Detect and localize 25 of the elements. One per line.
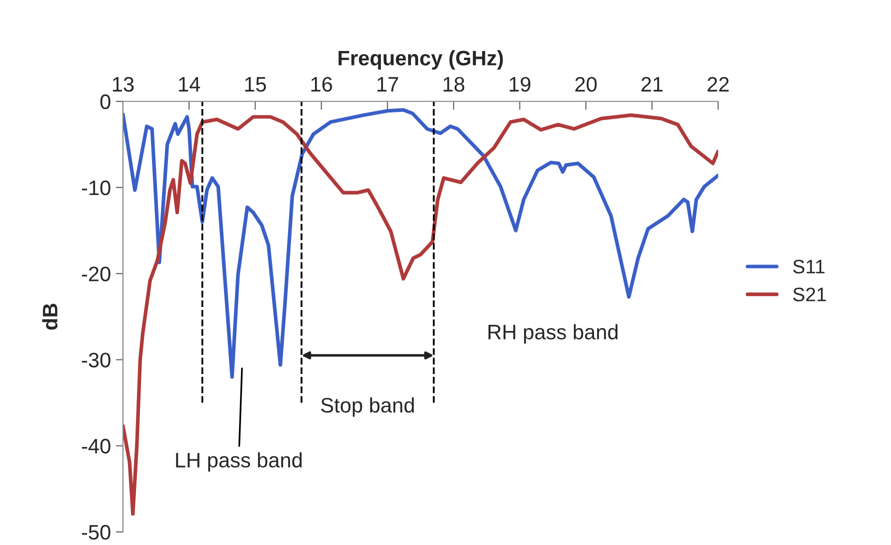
legend-label: S11 bbox=[793, 260, 824, 274]
y-tick-label: -40 bbox=[82, 438, 110, 454]
x-tick-label: 13 bbox=[112, 76, 134, 92]
line-series bbox=[122, 108, 718, 379]
y-tick-label: 0 bbox=[100, 94, 110, 110]
y-axis-title: dB bbox=[42, 304, 58, 330]
x-tick-label: 16 bbox=[311, 76, 332, 92]
x-tick-label: 18 bbox=[444, 76, 464, 92]
line-series bbox=[122, 113, 718, 516]
x-tick-label: 14 bbox=[179, 77, 200, 92]
x-tick-label: 21 bbox=[641, 76, 663, 92]
x-axis-title: Frequency (GHz) bbox=[338, 50, 503, 70]
x-tick-label: 17 bbox=[377, 77, 398, 92]
x-tick-label: 15 bbox=[245, 77, 266, 92]
y-tick-label: -50 bbox=[82, 524, 110, 540]
legend-label: S21 bbox=[793, 288, 826, 302]
x-tick-label: 22 bbox=[708, 76, 729, 92]
y-tick-label: -20 bbox=[82, 266, 110, 282]
y-tick-label: -10 bbox=[82, 180, 110, 196]
annotation: RH pass band bbox=[488, 324, 618, 344]
annotation: LH pass band bbox=[176, 452, 302, 472]
x-tick-label: 20 bbox=[575, 76, 597, 92]
y-tick-label: -30 bbox=[82, 352, 110, 368]
x-tick-label: 19 bbox=[510, 76, 530, 92]
annotation: Stop band bbox=[321, 397, 414, 417]
